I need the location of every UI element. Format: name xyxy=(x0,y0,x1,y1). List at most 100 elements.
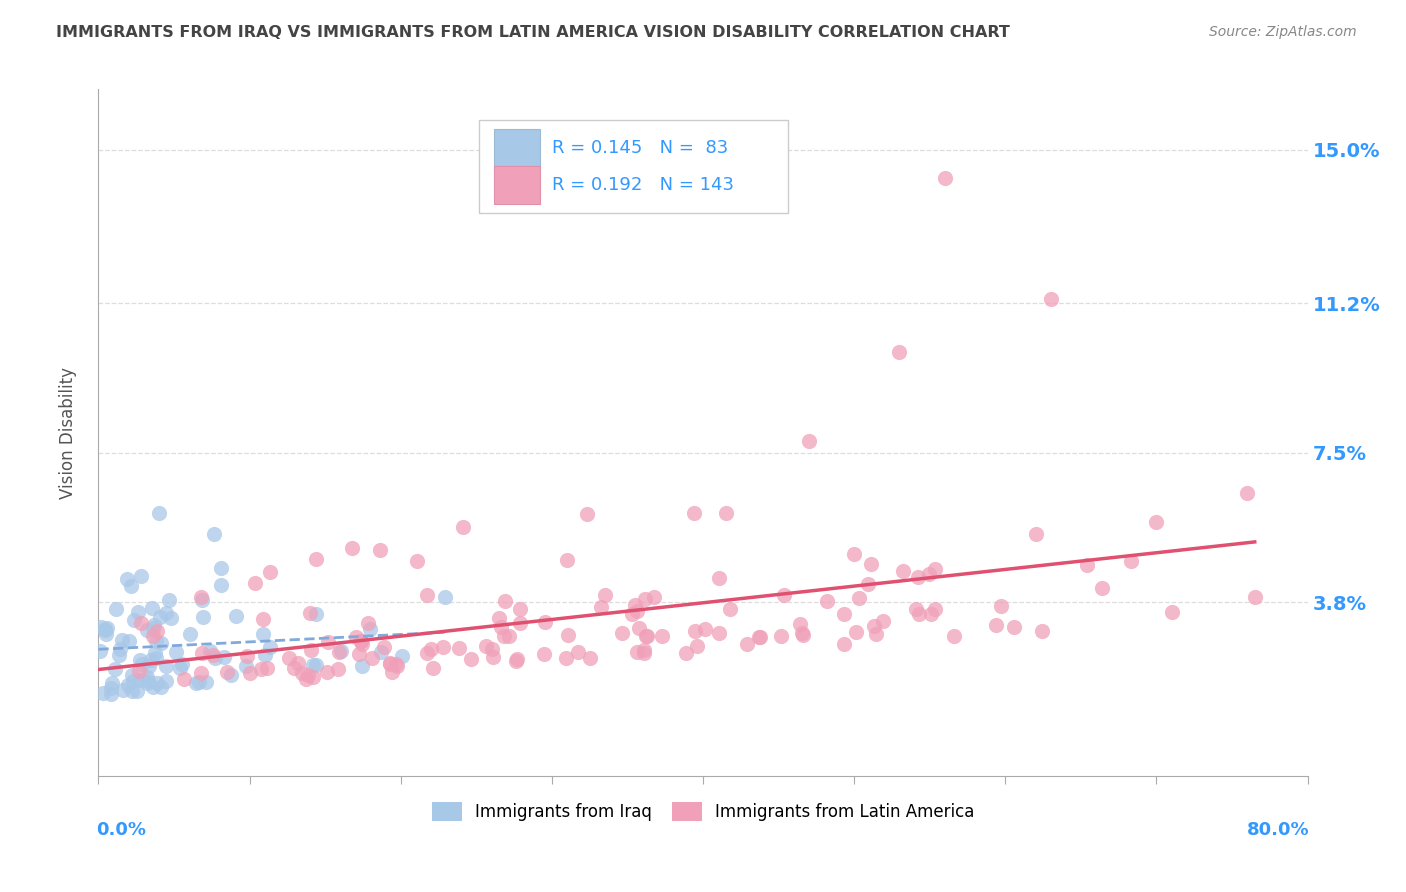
Point xyxy=(143,618,166,632)
Point xyxy=(1024,526,1046,541)
Point xyxy=(1031,624,1053,638)
Point xyxy=(342,541,364,555)
Point xyxy=(201,648,224,662)
FancyBboxPatch shape xyxy=(479,120,787,213)
Point xyxy=(165,645,187,659)
Point xyxy=(295,672,318,686)
Point xyxy=(143,646,166,660)
Point xyxy=(129,653,152,667)
Point xyxy=(90,620,112,634)
Point xyxy=(155,673,177,688)
Point xyxy=(1039,293,1062,307)
Point xyxy=(287,656,309,670)
Point xyxy=(136,624,159,638)
Point xyxy=(350,659,373,673)
Point xyxy=(150,636,173,650)
Point xyxy=(368,542,391,557)
Point xyxy=(239,665,262,680)
Point xyxy=(94,627,117,641)
Point xyxy=(749,630,772,644)
Point xyxy=(89,644,111,658)
Point xyxy=(347,647,370,661)
Point xyxy=(259,565,281,579)
Point xyxy=(108,642,131,657)
Point xyxy=(557,628,579,642)
Point xyxy=(610,626,633,640)
Point xyxy=(105,601,128,615)
Point xyxy=(416,588,439,602)
Y-axis label: Vision Disability: Vision Disability xyxy=(59,367,77,499)
Point xyxy=(406,554,429,568)
Point xyxy=(142,621,165,635)
Point xyxy=(330,644,353,658)
Point xyxy=(624,598,647,612)
Point xyxy=(797,434,820,448)
Point xyxy=(136,673,159,688)
Point xyxy=(651,629,673,643)
Point xyxy=(159,611,181,625)
Point xyxy=(352,636,374,650)
Point xyxy=(104,662,127,676)
Point xyxy=(908,607,931,621)
Point xyxy=(370,645,392,659)
Point xyxy=(384,657,406,672)
Point xyxy=(190,666,212,681)
Point xyxy=(350,633,373,648)
Text: IMMIGRANTS FROM IRAQ VS IMMIGRANTS FROM LATIN AMERICA VISION DISABILITY CORRELAT: IMMIGRANTS FROM IRAQ VS IMMIGRANTS FROM … xyxy=(56,25,1010,40)
Point xyxy=(173,672,195,686)
Point xyxy=(626,645,648,659)
Point xyxy=(361,650,384,665)
Point xyxy=(252,627,274,641)
Point xyxy=(381,665,404,679)
Point xyxy=(219,668,242,682)
Point xyxy=(748,631,770,645)
Point xyxy=(620,607,643,622)
Point xyxy=(115,572,138,586)
Point xyxy=(792,628,814,642)
Point xyxy=(449,641,471,656)
Point xyxy=(138,659,160,673)
Point xyxy=(155,606,177,620)
Point xyxy=(1119,554,1142,568)
Point xyxy=(254,648,277,662)
Point xyxy=(202,526,225,541)
Point xyxy=(380,656,402,670)
Point xyxy=(1236,486,1258,500)
Point xyxy=(209,561,232,575)
Bar xyxy=(494,167,540,204)
Point xyxy=(419,641,441,656)
Point xyxy=(683,507,706,521)
Point xyxy=(149,610,172,624)
Point xyxy=(93,686,115,700)
Point xyxy=(157,592,180,607)
Point xyxy=(984,618,1007,632)
Point xyxy=(235,659,257,673)
Point xyxy=(373,640,395,654)
Point xyxy=(934,171,956,186)
Point xyxy=(1091,582,1114,596)
Point xyxy=(683,624,706,638)
Point xyxy=(924,601,946,615)
Point xyxy=(252,612,274,626)
Point xyxy=(1144,515,1167,529)
Point xyxy=(111,633,134,648)
Point xyxy=(709,571,731,585)
Point xyxy=(718,602,741,616)
Point xyxy=(432,640,454,654)
Point xyxy=(225,609,247,624)
Point xyxy=(305,658,328,673)
Point xyxy=(422,661,444,675)
Point xyxy=(121,684,143,698)
Point xyxy=(863,618,886,632)
Point xyxy=(190,593,212,607)
Point xyxy=(283,661,305,675)
Point xyxy=(131,657,153,672)
Point xyxy=(191,610,214,624)
Point xyxy=(735,637,758,651)
Point xyxy=(924,562,946,576)
Point xyxy=(832,637,855,651)
Point xyxy=(291,666,314,681)
Point xyxy=(356,615,378,630)
Text: R = 0.192   N = 143: R = 0.192 N = 143 xyxy=(551,177,734,194)
Point xyxy=(120,579,142,593)
